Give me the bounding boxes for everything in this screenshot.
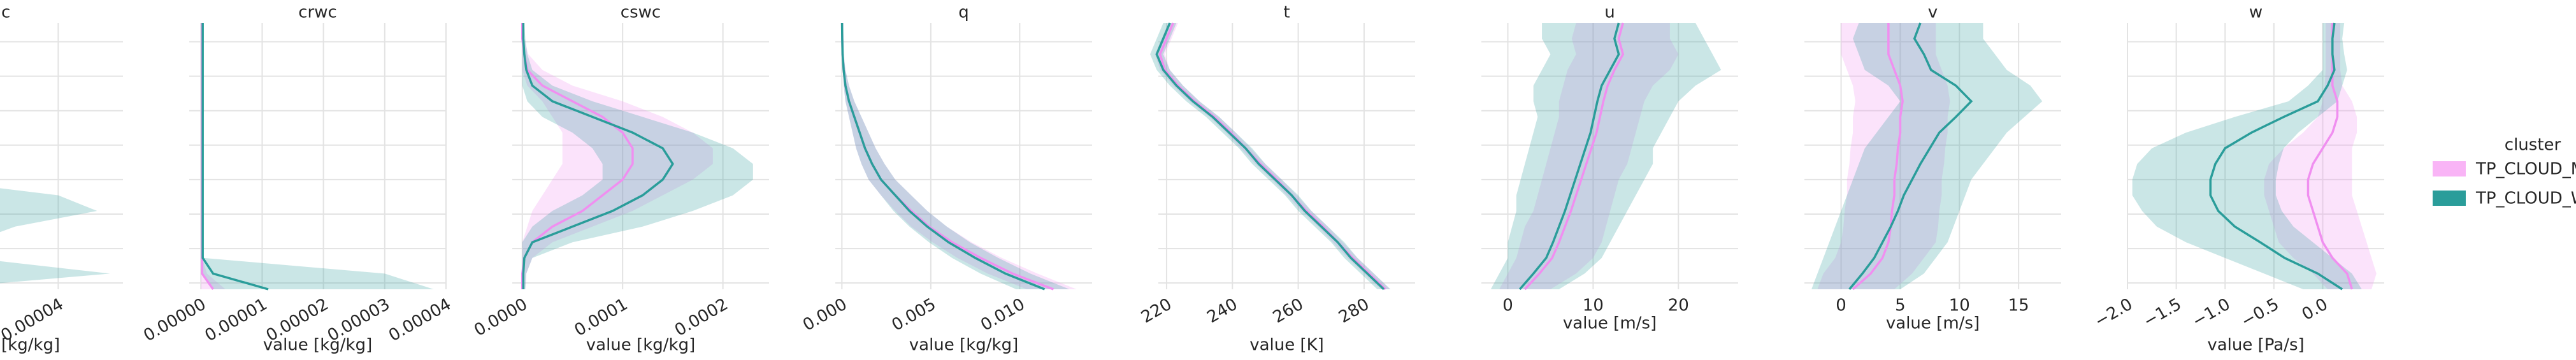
band <box>2264 23 2377 289</box>
legend-title: cluster <box>2505 136 2561 155</box>
band <box>201 23 226 289</box>
band <box>842 23 1070 289</box>
x-tick-label: 0.005 <box>889 295 939 335</box>
panel-title: crwc <box>298 3 337 22</box>
panel-title: w <box>2249 3 2263 22</box>
x-tick-label: 10 <box>1583 296 1604 315</box>
x-tick-label: 0.0000 <box>471 295 531 340</box>
band <box>522 23 713 289</box>
x-axis-label: value [kg/kg] <box>909 336 1018 355</box>
x-axis-label: value [kg/kg] <box>263 336 372 355</box>
line <box>1155 22 1385 291</box>
x-tick-label: 280 <box>1335 295 1372 328</box>
x-tick-label: 0.00001 <box>202 295 271 346</box>
x-axis-label: value [K] <box>1249 336 1324 355</box>
panel: 0.000000.000010.000020.000030.00004crwcv… <box>140 3 454 355</box>
x-axis-label: [kg/kg] <box>1 336 60 355</box>
x-tick-label: 0.0001 <box>572 295 631 340</box>
band <box>2132 23 2362 289</box>
x-tick-label: 260 <box>1270 295 1307 328</box>
x-tick-label: 0.010 <box>977 295 1028 335</box>
x-axis-label: value [m/s] <box>1886 314 1980 333</box>
legend-label: TP_CLOUD_M <box>2475 160 2576 179</box>
line <box>840 22 1046 291</box>
x-tick-label: 10 <box>1949 296 1970 315</box>
x-tick-label: 240 <box>1204 295 1241 328</box>
x-tick-label: 0.000 <box>800 295 850 335</box>
x-axis-label: value [kg/kg] <box>586 336 695 355</box>
panel: 220 240 260 280 t value [K] <box>1138 3 1415 355</box>
x-tick-label: 0.0002 <box>672 295 731 340</box>
x-tick-label: 20 <box>1668 296 1689 315</box>
panel: 0 5 10 15 v value [m/s] <box>1804 3 2061 333</box>
x-tick-label: −0.5 <box>2238 295 2282 332</box>
x-tick-label: 0.00000 <box>140 295 209 346</box>
panel-title: c <box>1 3 10 22</box>
line <box>2209 22 2343 291</box>
panel-title: v <box>1928 3 1938 22</box>
panel-title: cswc <box>621 3 661 22</box>
band <box>0 188 110 284</box>
line <box>1848 22 1973 291</box>
x-tick-label: 220 <box>1138 295 1175 328</box>
panel: −2.0 −1.5 −1.0 −0.5 0.0 w value [Pa/s] <box>2092 3 2384 355</box>
line <box>522 23 674 289</box>
band <box>1150 23 1391 289</box>
x-tick-label: 0 <box>1502 296 1513 315</box>
panel: 0.000 0.005 0.010 q value [kg/kg] <box>800 3 1092 355</box>
x-tick-label: 0.00004 <box>385 295 454 346</box>
x-tick-label: −1.0 <box>2189 295 2234 332</box>
panel-title: q <box>958 3 969 22</box>
line <box>1158 22 1386 291</box>
panel: 0.0000 0.0001 0.0002 cswc value [kg/kg] <box>471 3 769 355</box>
legend-label: TP_CLOUD_W <box>2475 189 2576 208</box>
panel: 0 10 20 u value [m/s] <box>1481 3 1738 333</box>
line <box>2306 23 2354 290</box>
band <box>201 23 434 289</box>
x-axis-label: value [m/s] <box>1563 314 1657 333</box>
x-tick-label: 0 <box>1836 296 1846 315</box>
line <box>1852 23 1904 291</box>
band <box>1811 23 2043 289</box>
x-axis-label: value [Pa/s] <box>2207 336 2304 355</box>
band <box>522 23 753 289</box>
x-tick-label: 0.0 <box>2299 295 2331 325</box>
band <box>1490 23 1722 289</box>
legend-swatch <box>2433 161 2466 176</box>
panel-title: t <box>1283 3 1290 22</box>
x-tick-label: −1.5 <box>2140 295 2185 332</box>
legend: cluster TP_CLOUD_M TP_CLOUD_W <box>2433 136 2576 208</box>
band <box>842 23 1077 289</box>
panel-title: u <box>1604 3 1615 22</box>
line <box>201 23 269 291</box>
line <box>1518 22 1620 291</box>
band <box>1817 23 1950 289</box>
x-tick-label: 15 <box>2008 296 2029 315</box>
line <box>1523 22 1625 291</box>
x-tick-label: −2.0 <box>2092 295 2136 332</box>
legend-swatch <box>2433 191 2466 206</box>
x-tick-label: 5 <box>1895 296 1906 315</box>
band <box>1155 23 1391 289</box>
